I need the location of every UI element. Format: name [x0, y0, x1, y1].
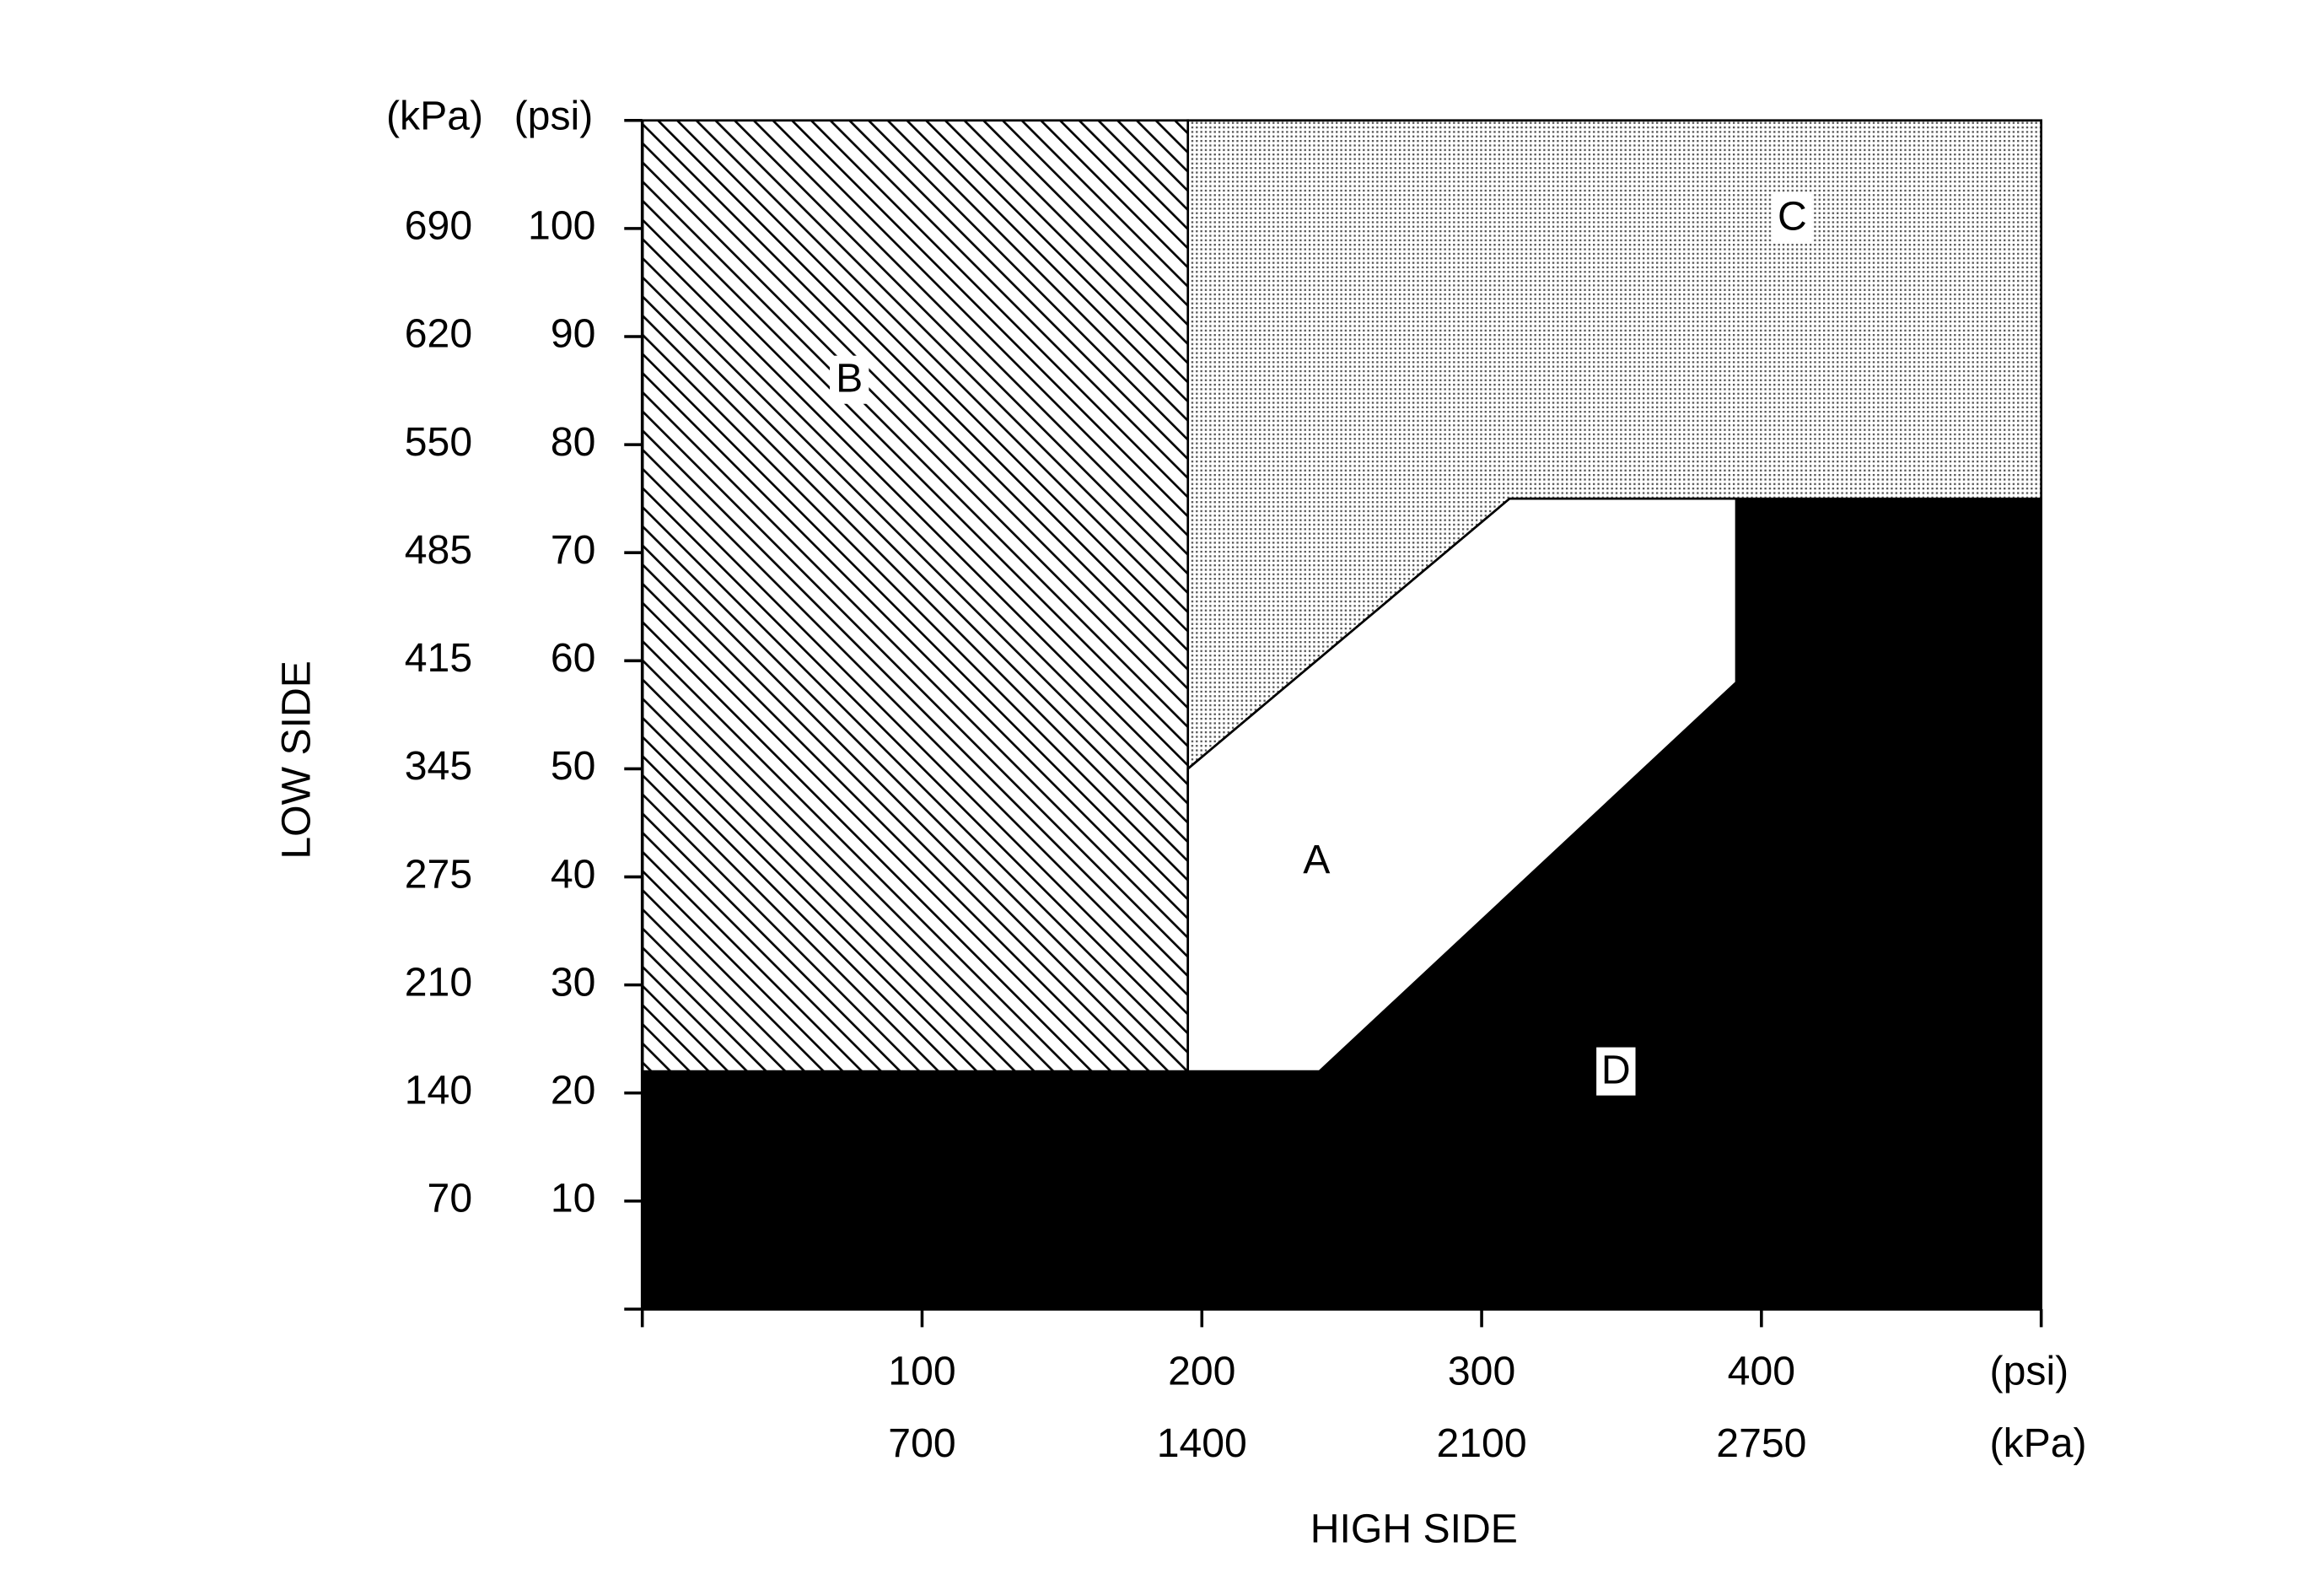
x-kpa-label: 2750 — [1716, 1420, 1806, 1466]
y-kpa-label: 415 — [405, 635, 472, 681]
y-unit-psi: (psi) — [514, 94, 594, 139]
region-label: D — [1601, 1048, 1631, 1093]
y-kpa-label: 620 — [405, 311, 472, 357]
x-unit-kpa: (kPa) — [1990, 1420, 2087, 1466]
region-label-box — [1596, 1047, 1636, 1096]
y-kpa-label: 550 — [405, 419, 472, 465]
y-kpa-label: 485 — [405, 527, 472, 573]
region-label: C — [1778, 194, 1807, 240]
x-tick-label: 300 — [1448, 1348, 1515, 1393]
y-tick-label: 10 — [551, 1176, 596, 1221]
y-kpa-label: 275 — [405, 851, 472, 897]
region — [641, 119, 1190, 1073]
y-tick-label: 90 — [551, 311, 596, 357]
region — [1186, 497, 1738, 1073]
x-kpa-label: 2100 — [1436, 1420, 1526, 1466]
y-kpa-label: 140 — [405, 1067, 472, 1113]
y-tick-label: 30 — [551, 959, 596, 1005]
y-tick-label: 40 — [551, 851, 596, 897]
x-kpa-label: 1400 — [1157, 1420, 1247, 1466]
y-kpa-label: 345 — [405, 743, 472, 789]
y-unit-kpa: (kPa) — [386, 94, 483, 139]
x-tick-label: 100 — [888, 1348, 955, 1393]
y-kpa-label: 210 — [405, 959, 472, 1005]
x-tick-label: 200 — [1168, 1348, 1235, 1393]
x-tick-label: 400 — [1728, 1348, 1795, 1393]
x-unit-psi: (psi) — [1990, 1348, 2069, 1393]
region-label-box — [830, 355, 869, 404]
x-axis-title: HIGH SIDE — [1310, 1507, 1518, 1552]
y-tick-label: 60 — [551, 635, 596, 681]
region-label-box — [1773, 193, 1812, 242]
x-kpa-label: 700 — [888, 1420, 955, 1466]
y-tick-label: 20 — [551, 1067, 596, 1113]
y-tick-label: 100 — [528, 203, 595, 249]
y-tick-label: 70 — [551, 527, 596, 573]
y-kpa-label: 70 — [428, 1176, 473, 1221]
y-axis-title: LOW SIDE — [274, 660, 320, 859]
region-label: B — [836, 356, 863, 402]
y-tick-label: 80 — [551, 419, 596, 465]
y-tick-label: 50 — [551, 743, 596, 789]
y-kpa-label: 690 — [405, 203, 472, 249]
region-label: A — [1303, 837, 1331, 882]
